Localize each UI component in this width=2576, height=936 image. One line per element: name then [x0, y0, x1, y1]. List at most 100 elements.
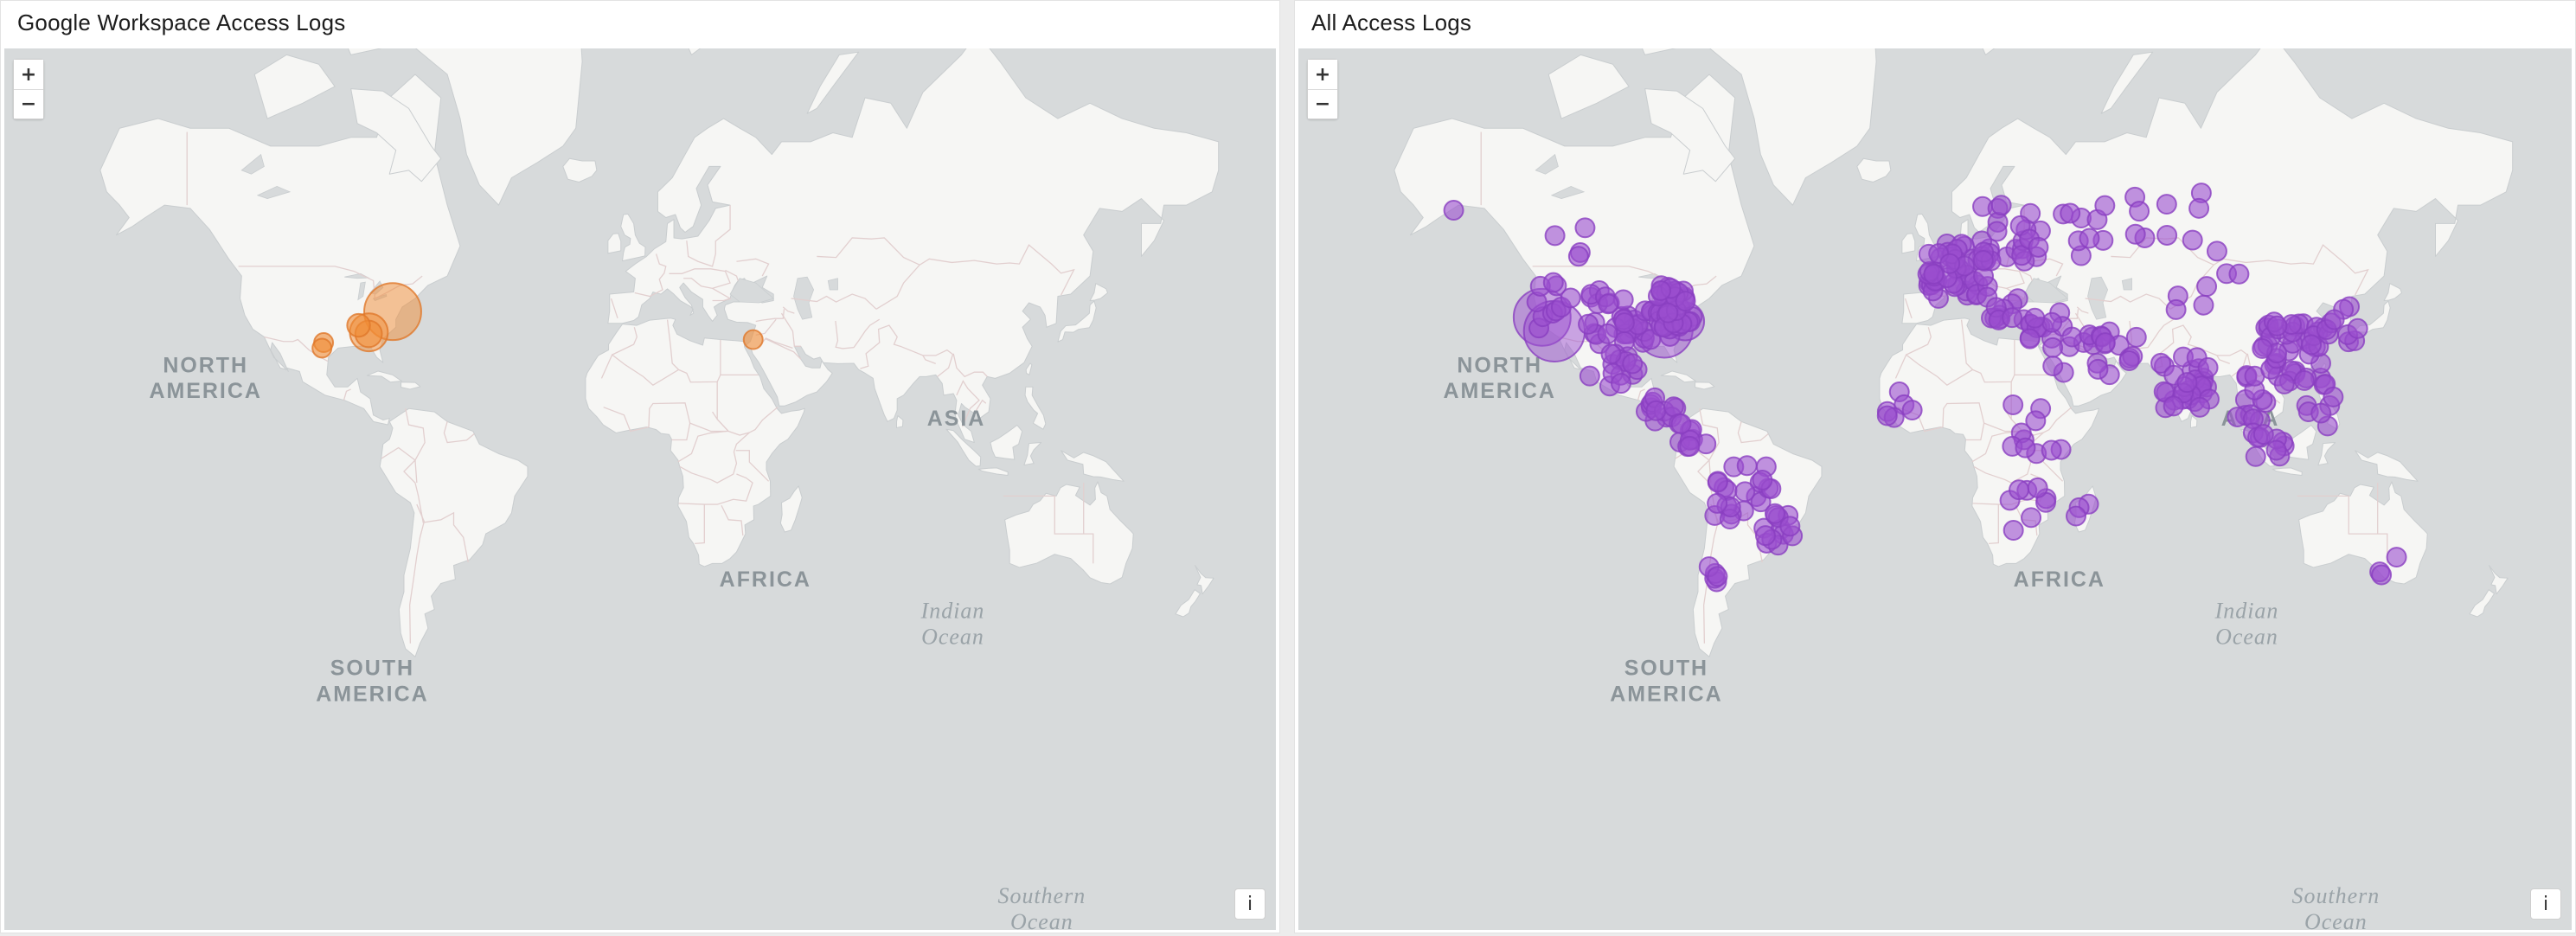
access-marker[interactable]: [2021, 507, 2042, 529]
access-marker[interactable]: [2156, 194, 2177, 215]
access-marker[interactable]: [2165, 298, 2187, 320]
zoom-in-button[interactable]: +: [14, 60, 43, 89]
access-marker[interactable]: [1597, 323, 1618, 344]
access-marker[interactable]: [2252, 337, 2273, 359]
access-marker[interactable]: [2094, 195, 2116, 216]
access-marker[interactable]: [2002, 394, 2024, 415]
access-marker[interactable]: [2206, 240, 2227, 262]
access-marker[interactable]: [1972, 249, 1994, 271]
access-marker[interactable]: [2188, 197, 2210, 219]
access-marker[interactable]: [2124, 223, 2146, 245]
access-marker[interactable]: [2163, 395, 2184, 417]
access-marker[interactable]: [1611, 373, 1631, 394]
access-marker[interactable]: [1670, 413, 1692, 434]
access-marker[interactable]: [2061, 326, 2083, 348]
access-marker[interactable]: [2041, 311, 2063, 333]
access-marker[interactable]: [1707, 492, 1728, 514]
access-marker[interactable]: [1986, 221, 2008, 242]
access-marker[interactable]: [1876, 405, 1898, 426]
access-marker[interactable]: [1736, 455, 1758, 477]
access-marker[interactable]: [2347, 317, 2368, 339]
access-marker[interactable]: [1754, 525, 1776, 547]
access-marker[interactable]: [2245, 446, 2266, 467]
access-marker[interactable]: [2265, 439, 2287, 461]
access-marker[interactable]: [346, 312, 371, 338]
access-marker[interactable]: [1657, 302, 1679, 324]
access-marker[interactable]: [1923, 264, 1945, 285]
access-marker[interactable]: [2087, 358, 2109, 380]
access-marker[interactable]: [1707, 566, 1728, 587]
access-marker[interactable]: [1578, 313, 1599, 335]
access-marker[interactable]: [1901, 400, 1923, 421]
access-marker[interactable]: [2323, 309, 2345, 330]
access-marker[interactable]: [2150, 352, 2172, 374]
access-marker[interactable]: [2002, 520, 2024, 541]
access-marker[interactable]: [2125, 326, 2147, 348]
access-marker[interactable]: [2028, 236, 2049, 258]
access-marker[interactable]: [1939, 253, 1961, 274]
access-marker[interactable]: [1645, 400, 1667, 421]
access-marker[interactable]: [2197, 356, 2219, 378]
access-marker[interactable]: [2015, 437, 2036, 458]
access-marker[interactable]: [2228, 263, 2250, 285]
access-marker[interactable]: [2094, 332, 2116, 354]
access-marker[interactable]: [2176, 372, 2198, 394]
access-marker[interactable]: [1779, 516, 1801, 537]
info-button[interactable]: i: [1234, 888, 1266, 920]
access-marker[interactable]: [1579, 365, 1600, 387]
access-marker[interactable]: [1544, 225, 1566, 247]
access-marker[interactable]: [2002, 307, 2023, 329]
access-marker[interactable]: [2266, 315, 2288, 337]
access-marker[interactable]: [2301, 334, 2323, 356]
access-marker[interactable]: [1622, 353, 1644, 375]
access-marker[interactable]: [2019, 328, 2041, 349]
access-marker[interactable]: [1707, 471, 1728, 493]
access-marker[interactable]: [2196, 276, 2218, 298]
access-marker[interactable]: [2025, 410, 2047, 432]
access-marker[interactable]: [1990, 195, 2012, 216]
access-marker[interactable]: [1567, 246, 1589, 267]
access-marker[interactable]: [1752, 469, 1773, 490]
access-marker[interactable]: [2118, 350, 2140, 371]
access-marker[interactable]: [2041, 439, 2062, 461]
access-marker[interactable]: [1679, 435, 1701, 457]
access-marker[interactable]: [2386, 547, 2407, 568]
access-marker[interactable]: [2323, 386, 2344, 407]
access-marker[interactable]: [2371, 564, 2393, 586]
access-marker[interactable]: [2079, 228, 2100, 249]
access-marker[interactable]: [2027, 477, 2048, 498]
access-marker[interactable]: [2042, 356, 2064, 377]
access-marker[interactable]: [2153, 381, 2175, 402]
access-marker[interactable]: [1650, 279, 1671, 301]
access-marker[interactable]: [2193, 294, 2214, 316]
access-marker[interactable]: [311, 337, 333, 359]
access-marker[interactable]: [1560, 287, 1581, 309]
access-marker[interactable]: [1675, 291, 1696, 312]
access-marker[interactable]: [742, 329, 764, 350]
access-marker[interactable]: [2129, 201, 2150, 222]
zoom-out-button[interactable]: −: [1308, 89, 1337, 119]
access-marker[interactable]: [2060, 202, 2081, 224]
map-canvas[interactable]: NORTHAMERICASOUTHAMERICAAFRICAASIAIndian…: [1298, 48, 2572, 930]
access-marker[interactable]: [2293, 369, 2315, 391]
access-marker[interactable]: [2065, 505, 2086, 527]
access-marker[interactable]: [2156, 224, 2178, 246]
zoom-in-button[interactable]: +: [1308, 60, 1337, 89]
access-marker[interactable]: [2042, 337, 2064, 358]
access-marker[interactable]: [1764, 503, 1785, 524]
access-marker[interactable]: [1734, 481, 1756, 503]
access-marker[interactable]: [1443, 200, 1464, 221]
access-marker[interactable]: [1614, 312, 1635, 334]
access-marker[interactable]: [1600, 343, 1622, 365]
access-marker[interactable]: [2024, 307, 2046, 329]
info-button[interactable]: i: [2530, 888, 2561, 920]
access-marker[interactable]: [2189, 396, 2211, 418]
access-marker[interactable]: [1574, 217, 1596, 239]
access-marker[interactable]: [1542, 272, 1564, 293]
access-marker[interactable]: [2009, 479, 2030, 501]
access-marker[interactable]: [1598, 293, 1619, 315]
access-marker[interactable]: [2182, 229, 2203, 251]
access-marker[interactable]: [2273, 373, 2295, 394]
